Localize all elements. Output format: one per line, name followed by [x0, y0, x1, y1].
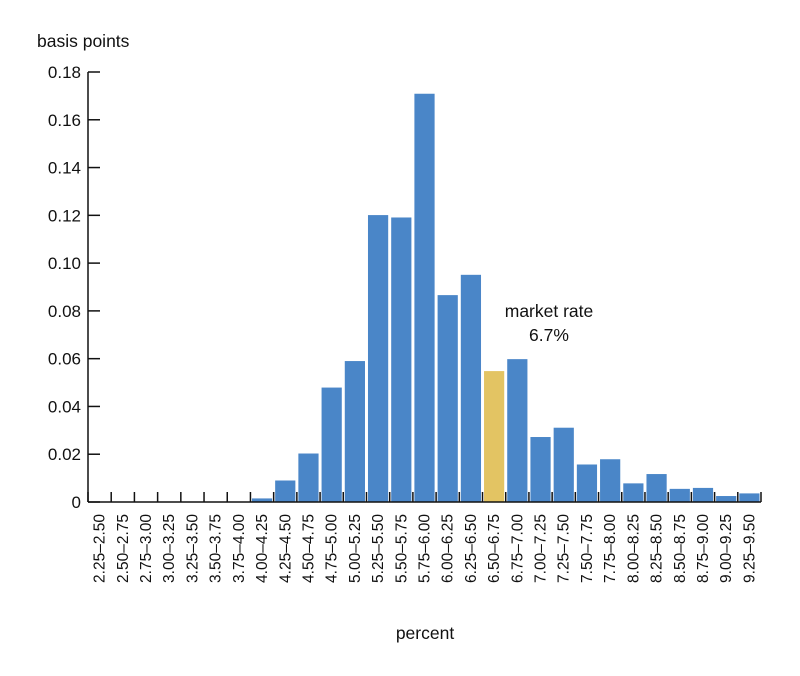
bar: [623, 483, 644, 502]
bar: [692, 487, 714, 502]
bar-market-rate: [484, 371, 505, 502]
bar: [739, 493, 760, 502]
x-axis: 2.25–2.50 2.50–2.75 2.75–3.00 3.00–3.25 3.25…: [87, 492, 762, 583]
bar: [414, 93, 435, 503]
y-axis: 0 0.02 0.04 0.06 0.08 0.10 0.12 0.14 0.16 0.18: [48, 63, 100, 512]
x-tick-label: 8.50–8.75: [672, 514, 689, 583]
x-tick-label: 4.25–4.50: [277, 514, 294, 583]
bar: [669, 488, 690, 502]
bar: [576, 464, 598, 502]
x-tick-label: 6.50–6.75: [486, 514, 503, 583]
x-tick-label: 5.25–5.50: [370, 514, 387, 583]
x-tick-label: 6.25–6.50: [463, 514, 480, 583]
bar: [391, 217, 412, 503]
market-rate-annotation-label: market rate: [505, 301, 594, 321]
x-tick-label: 2.75–3.00: [138, 514, 155, 583]
x-tick-label: 8.75–9.00: [695, 514, 712, 583]
bar: [716, 496, 737, 502]
bar: [600, 459, 621, 502]
x-tick-label: 6.75–7.00: [509, 514, 526, 583]
y-tick-label: 0.12: [48, 206, 81, 225]
x-tick-label: 4.75–5.00: [324, 514, 341, 583]
bar: [437, 295, 458, 502]
x-tick-label: 4.50–4.75: [300, 514, 317, 583]
bar: [321, 387, 342, 502]
y-tick-label: 0.10: [48, 254, 81, 273]
y-tick-label: 0: [72, 493, 81, 512]
bar: [344, 361, 365, 502]
x-tick-label: 5.75–6.00: [417, 514, 434, 583]
market-rate-annotation-value: 6.7%: [529, 325, 569, 345]
x-tick-label: 8.00–8.25: [625, 514, 642, 583]
x-tick-label: 2.25–2.50: [92, 514, 109, 583]
bar: [507, 359, 528, 502]
x-tick-label: 4.00–4.25: [254, 514, 271, 583]
x-tick-label: 5.50–5.75: [393, 514, 410, 583]
y-tick-label: 0.06: [48, 350, 81, 369]
x-tick-label: 7.00–7.25: [533, 514, 550, 583]
bar: [460, 274, 482, 502]
x-tick-label: 3.00–3.25: [161, 514, 178, 583]
y-tick-label: 0.14: [48, 159, 81, 178]
bars: [251, 93, 760, 503]
x-tick-label: 9.00–9.25: [718, 514, 735, 583]
x-tick-label: 7.50–7.75: [579, 514, 596, 583]
bar: [298, 453, 319, 502]
x-tick-label: 8.25–8.50: [649, 514, 666, 583]
bar: [275, 480, 296, 502]
y-axis-title: basis points: [37, 31, 130, 51]
x-tick-label: 5.00–5.25: [347, 514, 364, 583]
y-tick-label: 0.16: [48, 111, 81, 130]
y-tick-label: 0.18: [48, 63, 81, 82]
bar: [367, 215, 389, 502]
x-axis-title: percent: [396, 623, 455, 643]
x-tick-label: 7.75–8.00: [602, 514, 619, 583]
x-tick-label: 7.25–7.50: [556, 514, 573, 583]
bar: [251, 498, 273, 502]
y-tick-label: 0.08: [48, 302, 81, 321]
bar: [553, 427, 574, 502]
bar: [646, 474, 667, 502]
bar: [530, 437, 551, 502]
x-tick-label: 3.25–3.50: [184, 514, 201, 583]
y-tick-label: 0.04: [48, 397, 81, 416]
x-tick-label: 9.25–9.50: [741, 514, 758, 583]
x-tick-label: 6.00–6.25: [440, 514, 457, 583]
x-tick-label: 3.50–3.75: [208, 514, 225, 583]
x-tick-label: 3.75–4.00: [231, 514, 248, 583]
x-tick-label: 2.50–2.75: [115, 514, 132, 583]
y-tick-label: 0.02: [48, 445, 81, 464]
